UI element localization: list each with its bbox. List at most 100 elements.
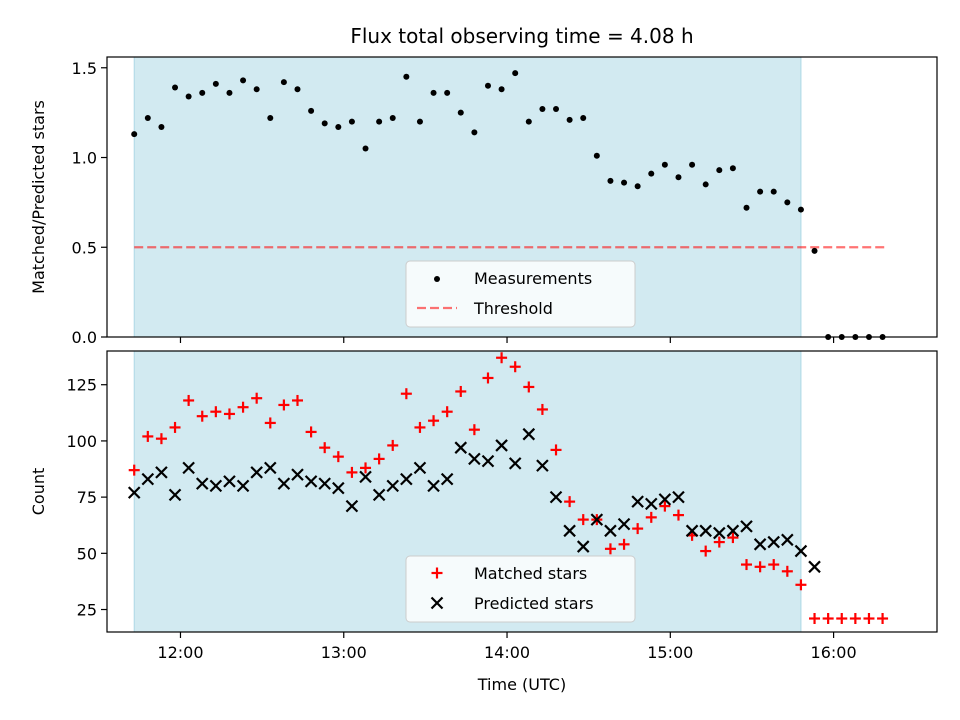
predicted-star-point bbox=[277, 477, 291, 490]
predicted-star-point bbox=[753, 538, 767, 551]
bottom-y-tick-label: 75 bbox=[77, 488, 97, 507]
x-marker-b bbox=[304, 475, 318, 488]
matched-star-point bbox=[672, 509, 684, 521]
measurement-point bbox=[403, 73, 410, 80]
measurement-point bbox=[512, 70, 519, 77]
measurement-point bbox=[308, 107, 315, 114]
matched-star-point bbox=[332, 451, 344, 463]
predicted-star-point bbox=[604, 524, 617, 538]
bottom-panel-star-counts: 25 50 75 100 125 12:00 13:00 14:00 15:00 16:00 Cou… bbox=[29, 350, 938, 662]
predicted-star-point bbox=[291, 468, 304, 481]
predicted-star-point bbox=[182, 461, 195, 475]
x-marker-b bbox=[549, 490, 563, 504]
matched-star-point bbox=[264, 417, 276, 429]
x-marker-b bbox=[685, 524, 699, 538]
matched-star-point bbox=[768, 559, 780, 571]
predicted-star-point bbox=[440, 472, 454, 486]
bottom-y-tick-label: 125 bbox=[66, 376, 97, 395]
x-marker-b bbox=[468, 452, 481, 466]
matched-star-point bbox=[183, 394, 195, 406]
matched-star-point bbox=[128, 464, 140, 476]
measurement-point bbox=[580, 115, 587, 122]
bottom-y-tick-label: 50 bbox=[77, 544, 97, 563]
x-marker-b bbox=[155, 466, 168, 479]
predicted-star-point bbox=[427, 479, 440, 493]
x-marker-b bbox=[781, 533, 794, 547]
matched-star-point bbox=[727, 532, 739, 544]
predicted-star-point bbox=[195, 477, 209, 490]
x-marker-b bbox=[386, 479, 400, 493]
predicted-star-point bbox=[332, 481, 345, 495]
top-y-tick-label: 1.5 bbox=[72, 59, 97, 78]
bottom-x-tick-label: 16:00 bbox=[811, 643, 857, 662]
legend-measurements-marker bbox=[434, 276, 440, 282]
matched-star-point bbox=[822, 613, 834, 625]
measurement-point bbox=[158, 124, 165, 130]
predicted-star-point bbox=[236, 479, 250, 493]
measurement-point bbox=[784, 199, 791, 206]
matched-star-point bbox=[550, 444, 562, 456]
x-marker-b bbox=[359, 470, 372, 484]
predicted-star-point bbox=[644, 497, 658, 511]
x-marker-b bbox=[413, 461, 427, 475]
x-marker-b bbox=[590, 513, 604, 526]
bottom-legend: Matched stars Predicted stars bbox=[405, 555, 636, 623]
measurement-point bbox=[471, 129, 478, 136]
x-marker-b bbox=[127, 486, 141, 499]
predicted-star-point bbox=[454, 441, 468, 454]
predicted-star-point bbox=[617, 517, 631, 531]
predicted-star-point bbox=[468, 452, 481, 466]
top-y-tick-label: 0.0 bbox=[72, 328, 97, 347]
matched-star-point bbox=[305, 426, 317, 438]
x-marker-b bbox=[563, 524, 576, 538]
predicted-star-point bbox=[304, 475, 318, 488]
matched-star-point bbox=[428, 415, 440, 427]
measurement-point bbox=[811, 247, 818, 254]
measurement-point bbox=[757, 188, 764, 195]
x-marker-b bbox=[277, 477, 291, 490]
predicted-star-point bbox=[522, 427, 536, 441]
measurement-point bbox=[240, 77, 247, 84]
matched-star-point bbox=[604, 543, 616, 555]
legend-measurements-label: Measurements bbox=[474, 269, 592, 288]
predicted-star-point bbox=[508, 457, 522, 470]
matched-star-point bbox=[700, 545, 712, 557]
measurement-point bbox=[634, 183, 641, 190]
matched-star-point bbox=[237, 401, 249, 413]
predicted-star-point bbox=[685, 524, 699, 538]
predicted-star-point bbox=[658, 493, 672, 506]
x-marker-b bbox=[440, 472, 454, 486]
measurement-point bbox=[280, 79, 287, 86]
matched-star-point bbox=[210, 406, 222, 418]
matched-star-point bbox=[809, 613, 821, 625]
measurement-point bbox=[444, 89, 451, 96]
measurement-point bbox=[185, 93, 192, 100]
matched-star-point bbox=[414, 421, 426, 433]
predicted-star-point bbox=[481, 454, 495, 468]
bottom-legend-box bbox=[405, 555, 636, 623]
x-marker-b bbox=[195, 477, 209, 490]
x-marker-b bbox=[672, 490, 685, 504]
measurement-point bbox=[689, 161, 696, 168]
top-axes-frame bbox=[106, 56, 938, 338]
measurement-point bbox=[539, 106, 546, 113]
measurement-point bbox=[144, 115, 151, 122]
top-y-tick-label: 0.5 bbox=[72, 238, 97, 257]
matched-star-point bbox=[523, 381, 535, 393]
x-marker-b bbox=[576, 540, 590, 553]
measurement-point bbox=[389, 115, 396, 122]
measurement-point bbox=[593, 152, 600, 159]
matched-star-point bbox=[741, 559, 753, 571]
measurement-point bbox=[348, 118, 355, 125]
measurement-point bbox=[294, 86, 301, 93]
matched-star-point bbox=[251, 392, 263, 404]
predicted-star-point bbox=[168, 488, 182, 502]
matched-star-point bbox=[319, 442, 331, 454]
bottom-x-tick-label: 14:00 bbox=[484, 643, 530, 662]
x-marker-b bbox=[168, 488, 182, 502]
matched-star-point bbox=[754, 561, 766, 573]
x-marker-b bbox=[617, 517, 631, 531]
matched-star-point bbox=[536, 403, 548, 415]
measurement-point bbox=[566, 116, 573, 123]
top-legend-box bbox=[405, 260, 636, 328]
